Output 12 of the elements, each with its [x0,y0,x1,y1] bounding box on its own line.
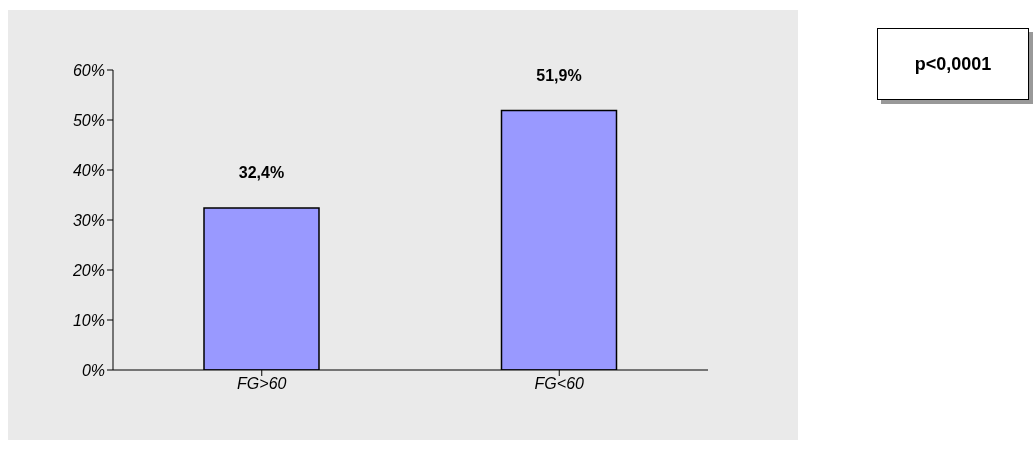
y-tick-label: 0% [81,361,105,379]
y-tick-label: 50% [72,111,105,129]
text: p<0,0001 [877,28,1029,100]
y-tick-label: 10% [72,311,105,329]
y-tick-label: 40% [72,161,105,179]
x-tick-label: FG>60 [237,375,287,393]
data-label: 32,4% [238,164,285,181]
data-label: 51,9% [536,66,582,84]
y-tick-label: 20% [71,261,105,279]
y-tick-label: 30% [72,211,105,229]
x-tick-label: FG<60 [534,375,585,393]
y-tick-label: 60% [72,61,105,79]
